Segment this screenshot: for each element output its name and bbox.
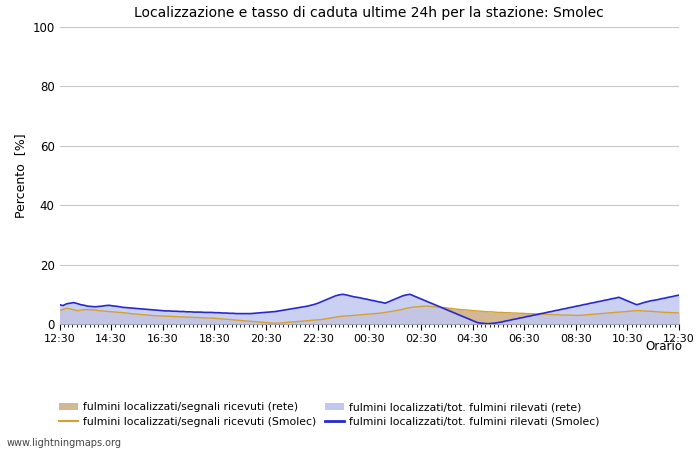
Text: Orario: Orario [645, 340, 682, 353]
Y-axis label: Percento  [%]: Percento [%] [14, 133, 27, 218]
Title: Localizzazione e tasso di caduta ultime 24h per la stazione: Smolec: Localizzazione e tasso di caduta ultime … [134, 6, 604, 20]
Legend: fulmini localizzati/segnali ricevuti (rete), fulmini localizzati/segnali ricevut: fulmini localizzati/segnali ricevuti (re… [59, 402, 599, 427]
Text: www.lightningmaps.org: www.lightningmaps.org [7, 438, 122, 448]
